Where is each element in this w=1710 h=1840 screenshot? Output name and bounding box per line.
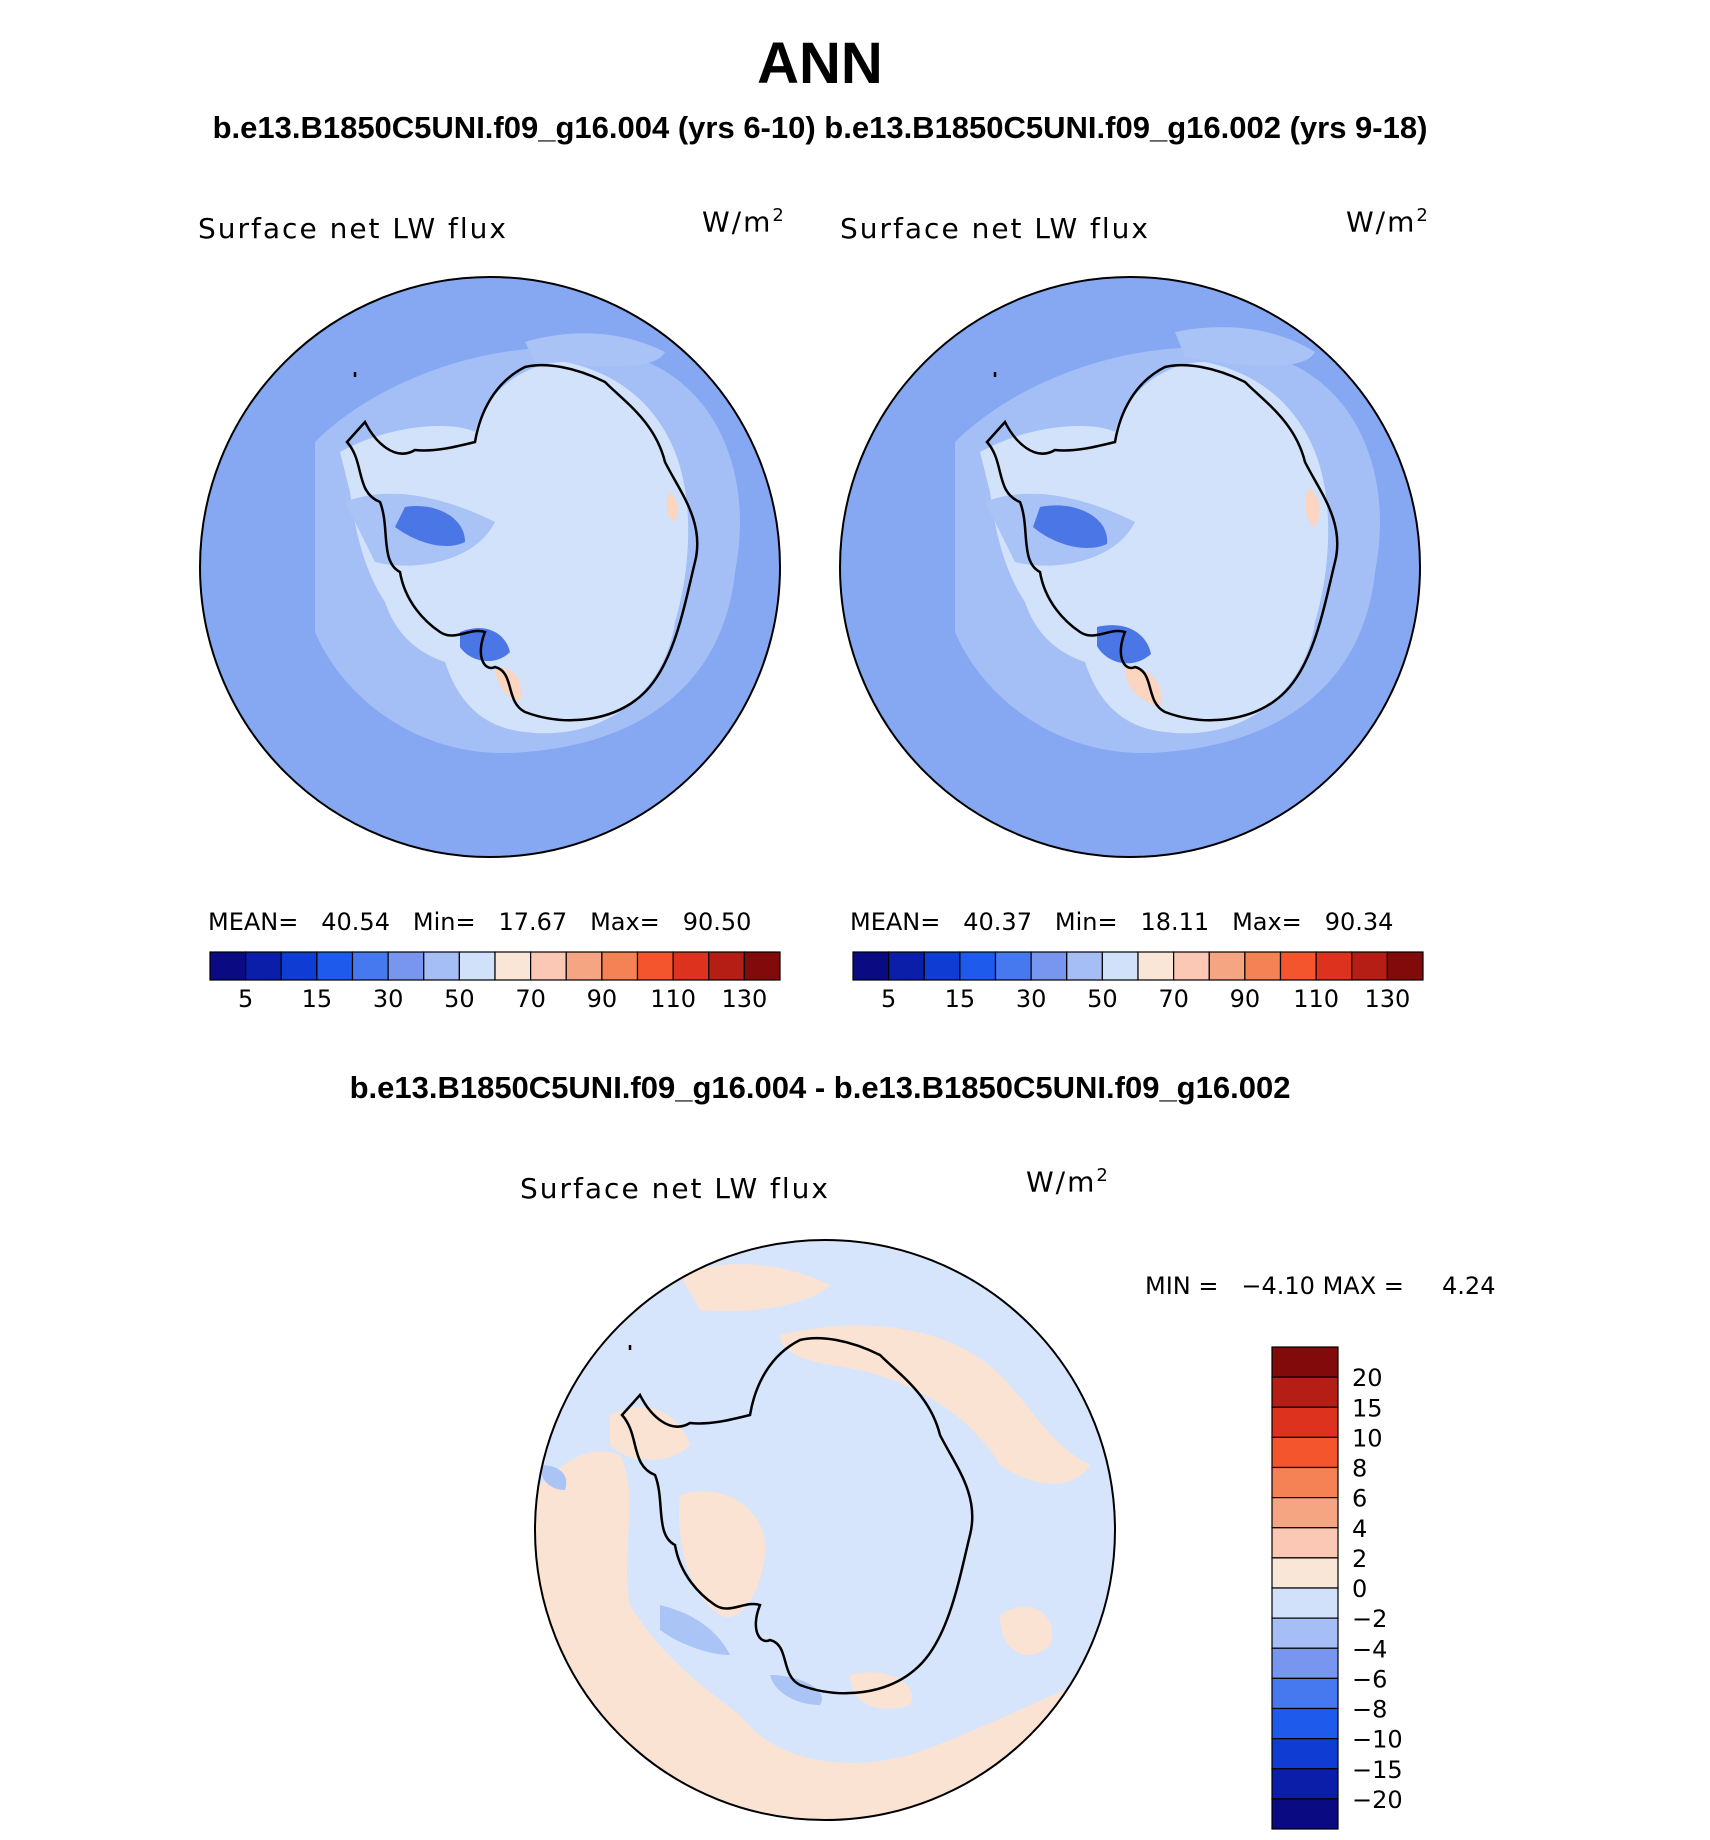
- colorbar-diff-swatch: [1271, 1677, 1339, 1710]
- colorbar-2-tick-label: 30: [1016, 985, 1047, 1010]
- colorbar-panel-2: 5 15 30 50 70 90 110 130: [852, 951, 1424, 1010]
- colorbar-diff-tick-label: 15: [1352, 1394, 1383, 1422]
- colorbar-diff-tick-label: −4: [1352, 1635, 1387, 1663]
- colorbar-2-swatch: [923, 951, 961, 981]
- case-subtitle: b.e13.B1850C5UNI.f09_g16.004 (yrs 6-10) …: [212, 110, 1428, 145]
- colorbar-1-tick-label: 70: [515, 985, 546, 1010]
- colorbar-diff-swatch: [1271, 1436, 1339, 1469]
- colorbar-1-tick-label: 15: [302, 985, 333, 1010]
- colorbar-diff-tick-label: 6: [1352, 1485, 1367, 1513]
- colorbar-diff-swatch: [1271, 1768, 1339, 1800]
- colorbar-2-tick-label: 110: [1293, 985, 1339, 1010]
- colorbar-2-swatch: [1244, 951, 1282, 981]
- panel2-stats: MEAN= 40.37 Min= 18.11 Max= 90.34: [850, 908, 1394, 936]
- colorbar-2-swatch: [1173, 951, 1210, 981]
- colorbar-1-swatch: [458, 951, 496, 981]
- map-panel-2: [839, 276, 1421, 858]
- colorbar-1-swatch: [351, 951, 389, 981]
- colorbar-diff-swatch: [1271, 1738, 1339, 1770]
- colorbar-diff-tick-label: −8: [1352, 1696, 1387, 1724]
- colorbar-diff-swatch: [1271, 1466, 1339, 1499]
- colorbar-diff-tick-label: 20: [1352, 1364, 1383, 1392]
- colorbar-2-swatch: [1315, 951, 1353, 981]
- colorbar-diff-swatch: [1271, 1527, 1339, 1559]
- colorbar-diff-tick-label: −15: [1352, 1756, 1403, 1784]
- colorbar-2-swatch: [852, 951, 890, 981]
- figure-title: ANN: [757, 31, 883, 96]
- colorbar-2-swatch: [1030, 951, 1068, 981]
- colorbar-2-tick-label: 70: [1158, 985, 1189, 1010]
- colorbar-1-tick-label: 5: [238, 985, 253, 1010]
- colorbar-diff-tick-label: −20: [1352, 1786, 1403, 1814]
- colorbar-diff-swatch: [1271, 1587, 1339, 1619]
- colorbar-panel-1: 5 15 30 50 70 90 110 130: [209, 951, 781, 1010]
- colorbar-diff-swatch: [1271, 1557, 1339, 1589]
- colorbar-2-swatch: [1386, 951, 1424, 981]
- colorbar-2-swatch: [1101, 951, 1139, 981]
- panel2-units: W/m2: [1346, 205, 1430, 239]
- colorbar-1-swatch: [636, 951, 674, 981]
- colorbar-1-swatch: [245, 951, 282, 981]
- colorbar-1-swatch: [387, 951, 425, 981]
- colorbar-2-swatch: [959, 951, 997, 981]
- colorbar-2-swatch: [888, 951, 925, 981]
- colorbar-2-swatch: [994, 951, 1032, 981]
- colorbar-diff-tick-label: −2: [1352, 1605, 1387, 1633]
- colorbar-2-swatch: [1137, 951, 1175, 981]
- colorbar-1-swatch: [494, 951, 532, 981]
- colorbar-1-swatch: [316, 951, 354, 981]
- panel3-units: W/m2: [1026, 1165, 1110, 1199]
- colorbar-2-tick-label: 5: [881, 985, 896, 1010]
- colorbar-1-swatch: [565, 951, 603, 981]
- colorbar-diff-swatch: [1271, 1497, 1339, 1529]
- colorbar-2-tick-label: 90: [1230, 985, 1261, 1010]
- panel1-stats: MEAN= 40.54 Min= 17.67 Max= 90.50: [208, 908, 752, 936]
- colorbar-1-tick-label: 90: [587, 985, 618, 1010]
- colorbar-diff-swatch: [1271, 1346, 1339, 1378]
- map-panel-1: [199, 276, 781, 858]
- colorbar-1-swatch: [530, 951, 567, 981]
- colorbar-1-swatch: [280, 951, 318, 981]
- panel2-variable-label: Surface net LW flux: [840, 212, 1150, 245]
- colorbar-diff-tick-label: 8: [1352, 1455, 1367, 1483]
- colorbar-diff-tick-label: 2: [1352, 1545, 1367, 1573]
- colorbar-2-swatch: [1351, 951, 1388, 981]
- difference-title: b.e13.B1850C5UNI.f09_g16.004 - b.e13.B18…: [349, 1070, 1291, 1105]
- colorbar-1-swatch: [672, 951, 710, 981]
- panel3-variable-label: Surface net LW flux: [520, 1172, 830, 1205]
- colorbar-diff-tick-label: −10: [1352, 1726, 1403, 1754]
- map-panel-difference: [534, 1239, 1116, 1821]
- colorbar-1-swatch: [708, 951, 745, 981]
- colorbar-1-swatch: [601, 951, 639, 981]
- colorbar-diff-tick-label: 10: [1352, 1424, 1383, 1452]
- colorbar-2-swatch: [1208, 951, 1246, 981]
- colorbar-1-swatch: [209, 951, 247, 981]
- colorbar-2-swatch: [1279, 951, 1317, 981]
- colorbar-1-tick-label: 50: [444, 985, 475, 1010]
- colorbar-diff-swatch: [1271, 1647, 1339, 1679]
- colorbar-diff-swatch: [1271, 1707, 1339, 1740]
- panel1-variable-label: Surface net LW flux: [198, 212, 508, 245]
- colorbar-diff-swatch: [1271, 1798, 1339, 1830]
- colorbar-1-tick-label: 110: [650, 985, 696, 1010]
- colorbar-diff-tick-label: −6: [1352, 1665, 1387, 1693]
- colorbar-diff-tick-label: 4: [1352, 1515, 1367, 1543]
- colorbar-1-swatch: [743, 951, 781, 981]
- panel1-units: W/m2: [702, 205, 786, 239]
- colorbar-diff-tick-label: 0: [1352, 1575, 1367, 1603]
- colorbar-2-tick-label: 130: [1364, 985, 1410, 1010]
- colorbar-2-tick-label: 50: [1087, 985, 1118, 1010]
- colorbar-1-tick-label: 130: [721, 985, 767, 1010]
- colorbar-diff-swatch: [1271, 1617, 1339, 1649]
- panel3-stats: MIN = −4.10 MAX = 4.24: [1145, 1272, 1496, 1300]
- colorbar-2-tick-label: 15: [945, 985, 976, 1010]
- colorbar-diff-swatch: [1271, 1406, 1339, 1438]
- colorbar-2-swatch: [1066, 951, 1103, 981]
- colorbar-1-swatch: [423, 951, 460, 981]
- colorbar-1-tick-label: 30: [373, 985, 404, 1010]
- colorbar-diff-swatch: [1271, 1376, 1339, 1408]
